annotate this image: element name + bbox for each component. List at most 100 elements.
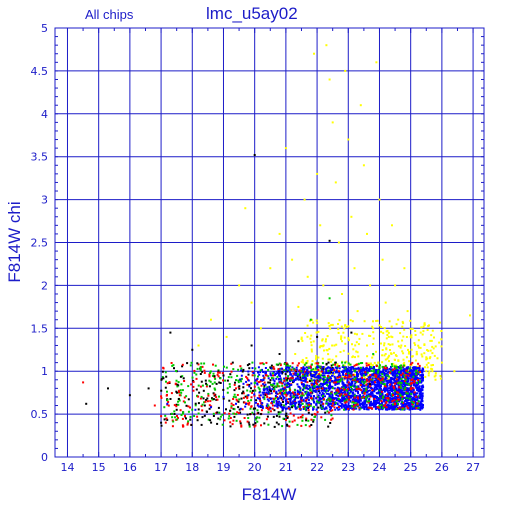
cloud-point — [218, 395, 220, 398]
cloud-point — [294, 377, 297, 380]
data-point — [337, 241, 340, 244]
cloud-point — [340, 402, 343, 405]
cloud-point — [353, 364, 356, 367]
cloud-point — [230, 370, 233, 373]
cloud-point — [164, 414, 167, 417]
cloud-point — [305, 387, 308, 390]
cloud-point — [369, 406, 372, 409]
cloud-point — [380, 376, 382, 378]
cloud-point — [247, 402, 250, 405]
cloud-point — [333, 344, 336, 347]
cloud-point — [267, 408, 270, 410]
data-point — [191, 348, 194, 351]
cloud-point — [302, 394, 305, 397]
cloud-point — [369, 378, 372, 381]
cloud-point — [418, 406, 421, 409]
cloud-point — [397, 340, 400, 343]
cloud-point — [337, 323, 339, 325]
cloud-point — [349, 363, 352, 366]
cloud-point — [287, 382, 290, 385]
cloud-point — [414, 378, 417, 381]
cloud-point — [170, 392, 173, 395]
cloud-point — [414, 406, 417, 409]
cloud-point — [368, 366, 371, 368]
cloud-point — [312, 399, 315, 402]
cloud-point — [290, 396, 293, 399]
cloud-point — [398, 387, 401, 390]
cloud-point — [313, 379, 316, 382]
cloud-point — [378, 403, 381, 405]
cloud-point — [393, 405, 396, 408]
cloud-point — [185, 395, 188, 398]
cloud-point — [228, 385, 231, 388]
cloud-point — [381, 378, 384, 381]
cloud-point — [329, 392, 332, 395]
cloud-point — [340, 387, 343, 390]
cloud-point — [279, 395, 282, 398]
cloud-point — [355, 386, 358, 389]
cloud-point — [326, 375, 329, 378]
cloud-point — [318, 371, 321, 374]
cloud-point — [344, 402, 347, 405]
cloud-point — [345, 393, 348, 396]
cloud-point — [310, 344, 313, 347]
cloud-point — [426, 329, 429, 331]
data-point — [225, 335, 228, 338]
cloud-point — [365, 380, 368, 383]
cloud-point — [407, 369, 410, 371]
cloud-point — [300, 360, 303, 363]
cloud-point — [421, 355, 424, 358]
cloud-point — [297, 373, 299, 376]
cloud-point — [200, 423, 203, 426]
cloud-point — [338, 394, 341, 397]
cloud-point — [266, 403, 269, 406]
cloud-point — [379, 377, 381, 380]
cloud-point — [380, 405, 382, 408]
cloud-point — [363, 368, 366, 371]
data-point — [369, 284, 372, 287]
data-point — [328, 239, 331, 242]
cloud-point — [250, 396, 253, 399]
cloud-point — [338, 404, 341, 407]
cloud-point — [310, 379, 313, 382]
cloud-point — [361, 372, 364, 375]
cloud-point — [212, 398, 215, 401]
cloud-point — [307, 419, 310, 422]
cloud-point — [197, 412, 200, 415]
cloud-point — [410, 386, 413, 389]
cloud-point — [279, 370, 282, 373]
cloud-point — [229, 409, 232, 412]
cloud-point — [423, 322, 426, 325]
cloud-point — [389, 406, 392, 409]
cloud-point — [319, 377, 322, 380]
cloud-point — [213, 381, 216, 384]
cloud-point — [340, 405, 343, 408]
cloud-point — [317, 366, 320, 369]
cloud-point — [309, 404, 312, 407]
data-point — [284, 147, 287, 150]
cloud-point — [310, 395, 312, 398]
cloud-point — [379, 370, 382, 373]
cloud-point — [405, 392, 408, 395]
cloud-point — [290, 403, 293, 406]
cloud-point — [312, 419, 315, 421]
cloud-point — [385, 374, 388, 377]
cloud-point — [335, 343, 338, 346]
cloud-point — [377, 378, 380, 381]
cloud-point — [402, 393, 405, 396]
cloud-point — [242, 368, 245, 371]
cloud-point — [272, 415, 275, 418]
cloud-point — [199, 369, 202, 372]
cloud-point — [320, 368, 323, 371]
chart-title: lmc_u5ay02 — [206, 4, 298, 23]
cloud-point — [423, 323, 426, 326]
cloud-point — [277, 389, 280, 392]
cloud-point — [177, 403, 180, 406]
data-point — [415, 353, 418, 355]
cloud-point — [395, 380, 398, 383]
cloud-point — [400, 382, 403, 384]
cloud-point — [426, 366, 429, 369]
cloud-point — [339, 398, 342, 401]
cloud-point — [410, 369, 412, 372]
